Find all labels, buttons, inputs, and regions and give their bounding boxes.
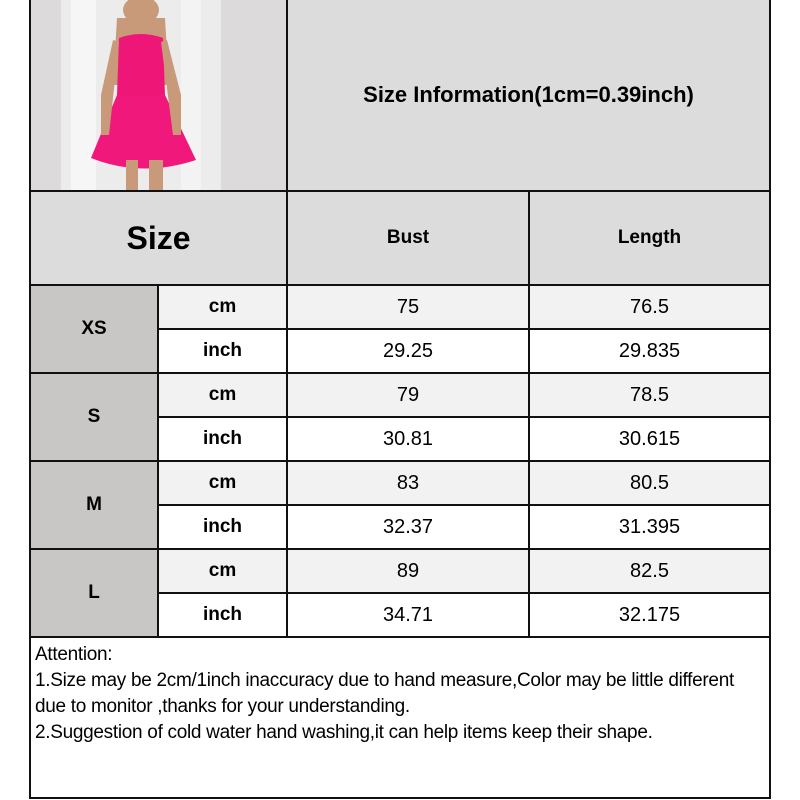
bust-value: 29.25 — [286, 328, 530, 374]
length-value: 29.835 — [528, 328, 771, 374]
size-label: S — [29, 372, 159, 462]
size-label: XS — [29, 284, 159, 374]
unit-cell: inch — [157, 592, 288, 638]
length-header: Length — [528, 190, 771, 286]
attention-heading: Attention: — [35, 644, 113, 665]
unit-cell: cm — [157, 548, 288, 594]
length-value: 78.5 — [528, 372, 771, 418]
length-value: 76.5 — [528, 284, 771, 330]
unit-cell: cm — [157, 372, 288, 418]
size-header: Size — [29, 190, 288, 286]
bust-value: 79 — [286, 372, 530, 418]
length-value: 80.5 — [528, 460, 771, 506]
attention-notes: Attention: 1.Size may be 2cm/1inch inacc… — [29, 636, 771, 799]
unit-cell: inch — [157, 328, 288, 374]
size-label: L — [29, 548, 159, 638]
length-value: 30.615 — [528, 416, 771, 462]
bust-value: 30.81 — [286, 416, 530, 462]
bust-value: 89 — [286, 548, 530, 594]
attention-line-1: 1.Size may be 2cm/1inch inaccuracy due t… — [35, 670, 734, 717]
size-information-title: Size Information(1cm=0.39inch) — [286, 0, 771, 192]
unit-cell: inch — [157, 504, 288, 550]
size-label: M — [29, 460, 159, 550]
length-value: 31.395 — [528, 504, 771, 550]
bust-value: 75 — [286, 284, 530, 330]
length-value: 32.175 — [528, 592, 771, 638]
bust-value: 32.37 — [286, 504, 530, 550]
unit-cell: cm — [157, 460, 288, 506]
attention-line-2: 2.Suggestion of cold water hand washing,… — [35, 722, 653, 743]
product-photo-cell — [29, 0, 288, 192]
bust-value: 83 — [286, 460, 530, 506]
bust-header: Bust — [286, 190, 530, 286]
length-value: 82.5 — [528, 548, 771, 594]
unit-cell: cm — [157, 284, 288, 330]
product-photo — [61, 0, 221, 190]
unit-cell: inch — [157, 416, 288, 462]
bust-value: 34.71 — [286, 592, 530, 638]
